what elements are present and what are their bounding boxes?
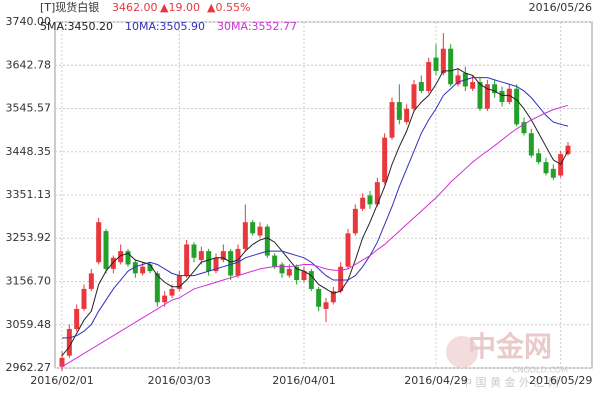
y-tick-label: 3351.13 [6, 188, 52, 201]
y-tick-label: 3740.00 [6, 15, 52, 28]
candle-body [521, 122, 527, 134]
candle-body [96, 222, 102, 263]
candle-body [213, 257, 219, 272]
candle-body [492, 84, 498, 94]
candle-body [206, 251, 212, 272]
ma-line [61, 104, 569, 368]
candle-body [118, 251, 124, 263]
candle-body [418, 82, 424, 91]
ma-line [62, 77, 569, 339]
candle-body [477, 82, 483, 109]
candle-body [543, 162, 549, 174]
candle-body [154, 273, 160, 303]
candle-body [404, 108, 410, 123]
candle-body [162, 295, 168, 303]
candle-body [257, 226, 263, 236]
x-tick-label: 2016/04/01 [272, 374, 335, 387]
candle-body [352, 208, 358, 234]
candle-body [308, 271, 314, 289]
candle-body [448, 48, 454, 85]
candle-body [470, 82, 476, 89]
candle-body [565, 145, 571, 155]
candle-body [176, 275, 182, 289]
candle-body [528, 133, 534, 156]
candle-body [88, 273, 94, 289]
candle-body [536, 153, 542, 163]
watermark-logo [446, 336, 478, 368]
candle-body [294, 266, 300, 281]
candle-body [484, 84, 490, 109]
chart-title: [T]现货白银 [40, 0, 99, 14]
candle-body [316, 288, 322, 307]
x-tick-label: 2016/03/03 [148, 374, 211, 387]
candle-body [74, 308, 80, 329]
candle-body [191, 244, 197, 258]
candle-body [499, 90, 505, 103]
candle-body [140, 266, 146, 274]
x-tick-label: 2016/02/01 [30, 374, 93, 387]
candle-body [323, 302, 329, 309]
candle-body [198, 251, 204, 261]
candle-body [147, 264, 153, 272]
candle-body [301, 271, 307, 281]
candle-body [550, 168, 556, 178]
candle-body [389, 102, 395, 138]
watermark-subtitle: 中 国 黄 金 外 汇 网 [461, 375, 559, 389]
candle-body [338, 266, 344, 292]
candle-body [169, 288, 175, 296]
candle-body [279, 264, 285, 274]
price: 3462.00 [112, 1, 158, 14]
date: 2016/05/26 [529, 1, 592, 14]
candle-body [59, 357, 65, 367]
y-tick-label: 3253.92 [6, 231, 52, 244]
candle-body [103, 231, 109, 269]
candle-body [228, 251, 234, 276]
candle-body [220, 251, 226, 261]
candle-body [374, 182, 380, 205]
candle-body [382, 137, 388, 183]
change: ▲19.00 [160, 1, 200, 14]
legend-entry: 5MA:3450.20 [40, 20, 113, 33]
candle-body [132, 262, 138, 274]
candle-body [514, 88, 520, 125]
ma-line [61, 68, 569, 356]
candle-body [242, 222, 248, 249]
candle-body [110, 257, 116, 269]
candle-body [433, 57, 439, 71]
candle-body [411, 84, 417, 109]
x-tick-label: 2016/04/29 [404, 374, 467, 387]
y-tick-label: 3156.70 [6, 275, 52, 288]
legend-entry: 30MA:3552.77 [217, 20, 297, 33]
candle-body [272, 255, 278, 267]
candle-body [455, 75, 461, 85]
y-tick-label: 3059.48 [6, 318, 52, 331]
candle-body [345, 233, 351, 267]
legend-entry: 10MA:3505.90 [125, 20, 205, 33]
candle-body [250, 222, 256, 234]
candle-body [330, 291, 336, 303]
candle-body [184, 244, 190, 276]
candle-body [360, 197, 366, 209]
candle-body [125, 251, 131, 265]
candle-body [426, 62, 432, 91]
change-percent: ▲0.55% [207, 1, 250, 14]
candle-body [81, 288, 87, 309]
candle-body [66, 328, 72, 356]
y-tick-label: 3642.78 [6, 58, 52, 71]
candle-body [286, 268, 292, 276]
y-tick-label: 3448.35 [6, 145, 52, 158]
candle-body [367, 195, 373, 205]
y-tick-label: 2962.27 [6, 361, 52, 374]
watermark: 中金网 [468, 330, 552, 363]
candle-body [396, 102, 402, 120]
watermark-url: CNGOLD.COM [512, 366, 568, 375]
y-tick-label: 3545.57 [6, 101, 52, 114]
candle-body [440, 48, 446, 74]
candle-body [264, 226, 270, 256]
x-tick-label: 2016/05/29 [529, 374, 592, 387]
